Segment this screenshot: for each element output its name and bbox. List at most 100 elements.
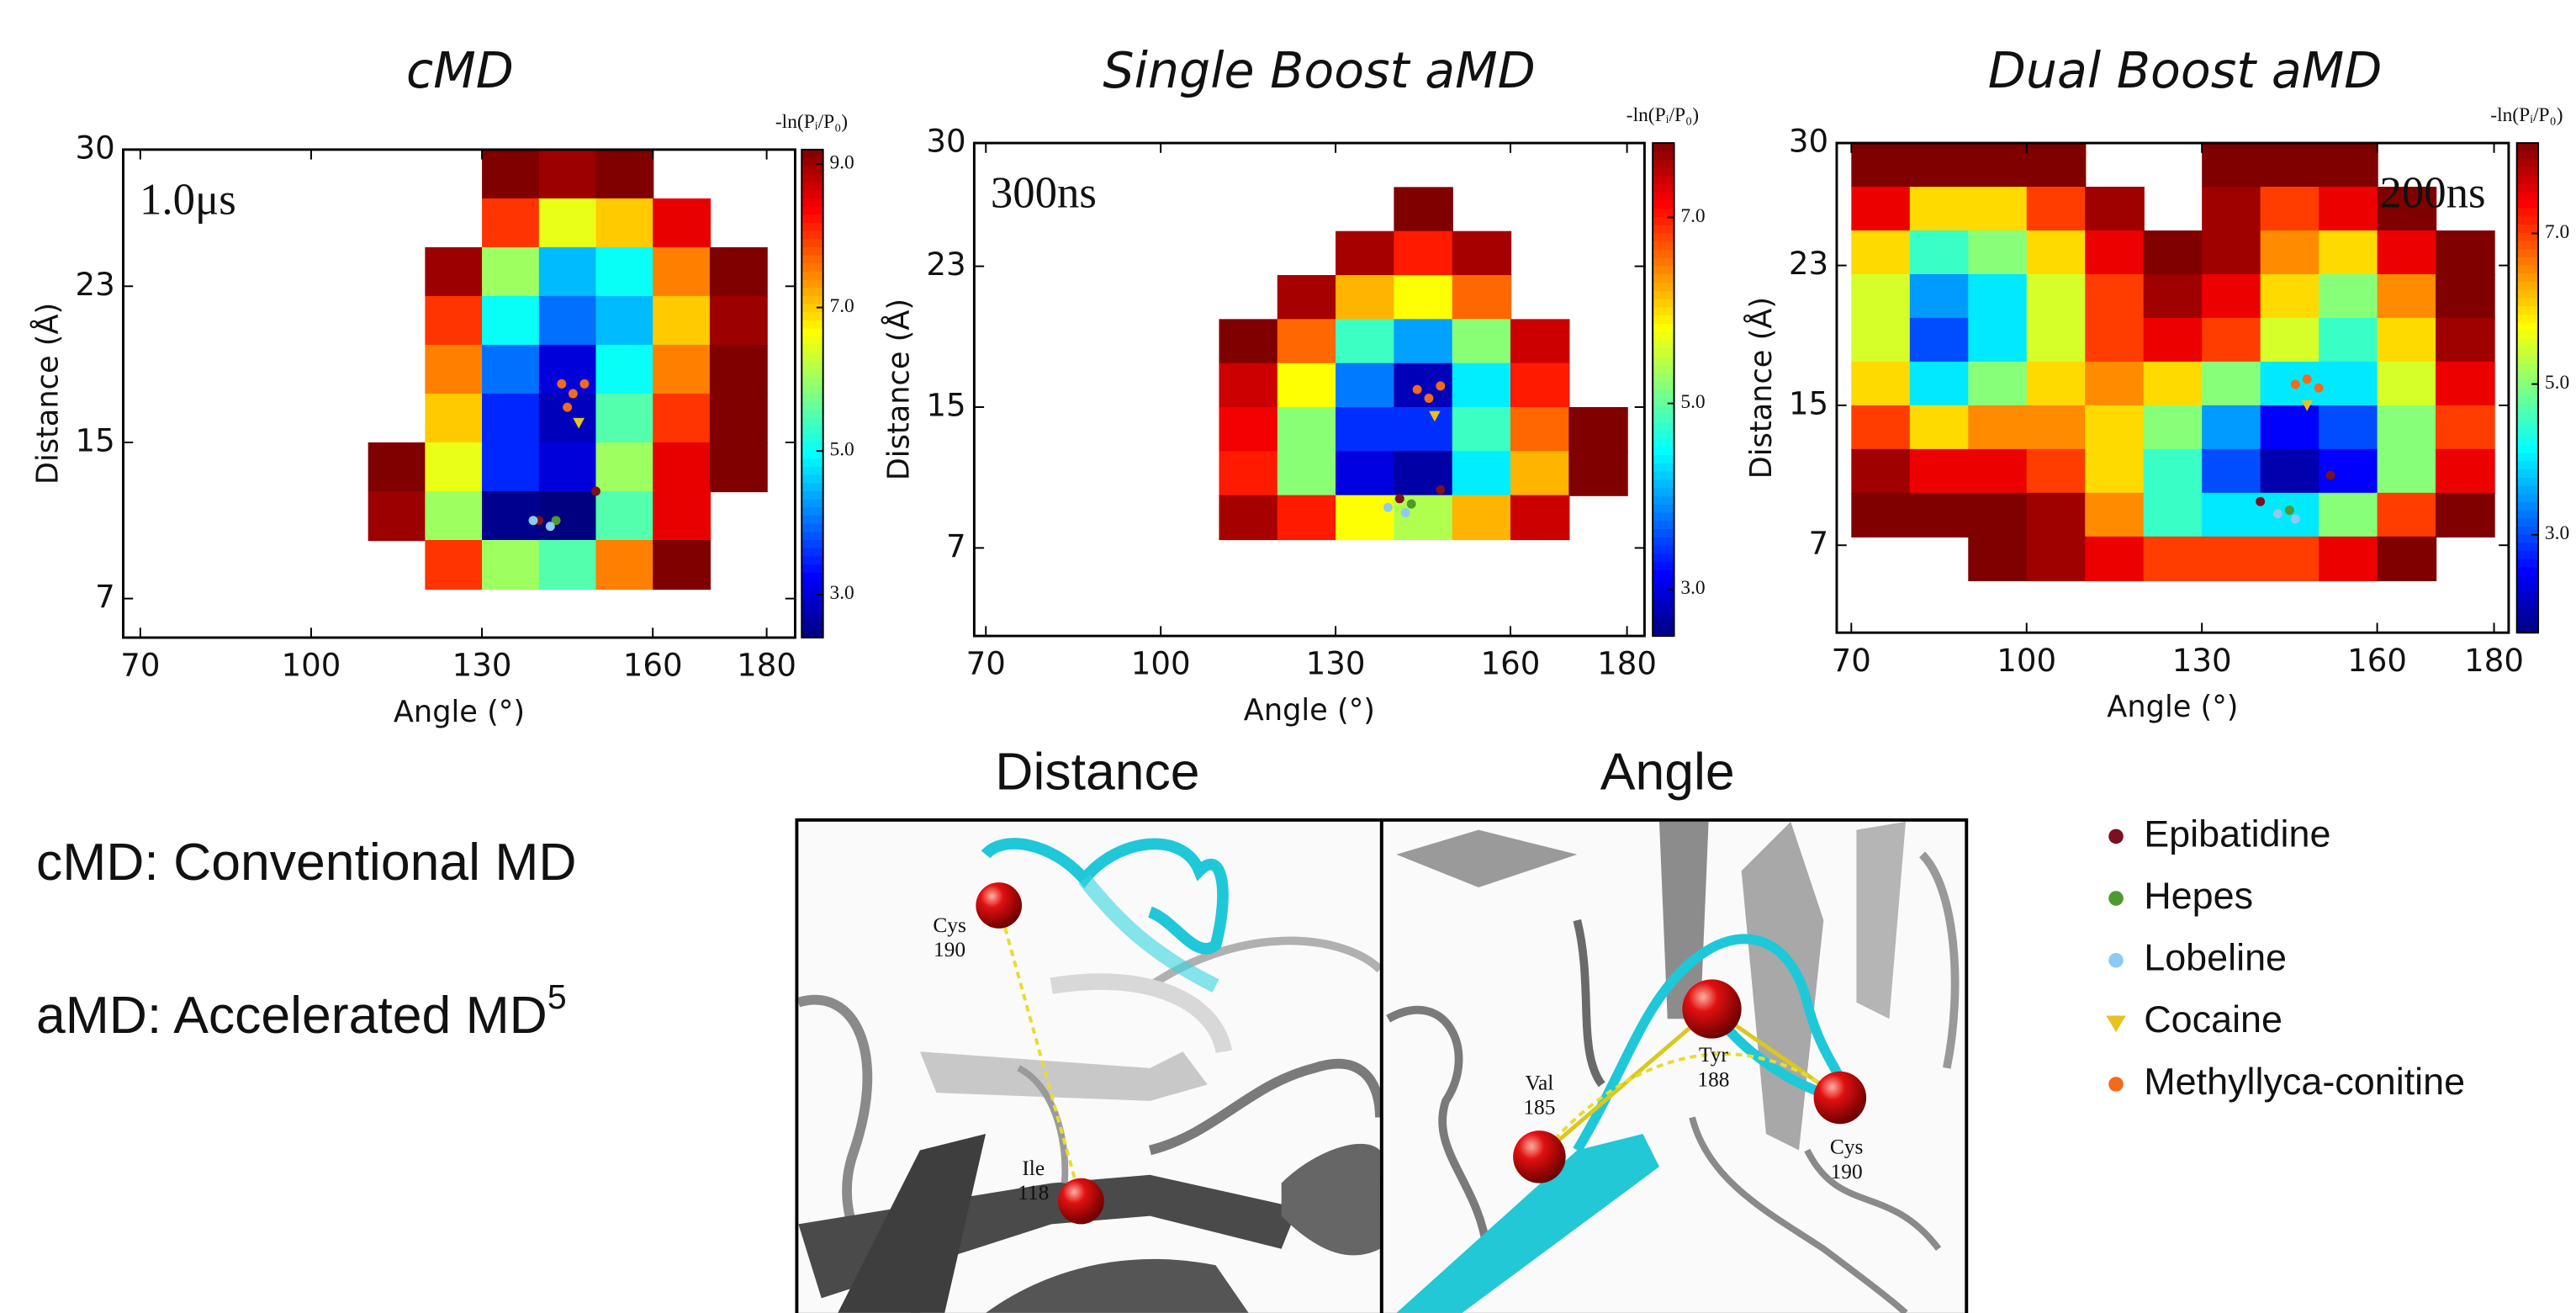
contour-cell [1851,273,1911,320]
colorbar-swatch [1653,356,1674,366]
contour-cell [1277,363,1337,409]
x-tick-label: 180 [1597,646,1657,682]
colorbar-swatch [801,417,823,427]
colorbar-swatch [801,499,823,509]
colorbar-swatch [2516,175,2539,185]
contour-cell [1909,143,1970,188]
colorbar-swatch [1653,257,1674,267]
contour-cell [538,295,597,347]
colorbar-swatch [1653,521,1674,531]
residue-line: 190 [1831,1160,1863,1183]
contour-cell [482,393,540,444]
contour-cell [2026,536,2087,581]
contour-cell [482,246,540,298]
contour-cell [1394,187,1453,232]
note-ref: 5 [547,977,567,1016]
contour-cell [2085,187,2145,232]
ligand-point [1383,502,1393,512]
colorbar-swatch [2516,591,2539,601]
legend-label: Lobeline [2144,936,2287,979]
colorbar-swatch [1653,143,1674,152]
contour-cell [2026,492,2087,538]
contour-cell [1851,230,1911,276]
legend-label: Methyllyca-conitine [2144,1060,2465,1103]
colorbar-swatch [1653,250,1674,259]
structure-image [798,821,1380,1313]
contour-cell [1851,405,1911,451]
contour-cell [2377,536,2437,581]
plot-area [368,149,768,590]
contour-cell [2377,187,2437,232]
colorbar-swatch [801,255,823,265]
colorbar-swatch [1653,562,1674,571]
ligand-point [1400,508,1410,518]
contour-cell [425,540,484,590]
contour-cell [1452,495,1512,541]
colorbar-swatch [1653,512,1674,522]
contour-cell [538,393,597,444]
colorbar-swatch [801,246,823,257]
contour-cell [1510,406,1570,453]
colorbar-swatch [801,572,823,582]
x-tick-label: 130 [452,648,512,684]
colorbar-swatch [1653,529,1674,538]
structure-image [1381,821,1967,1313]
contour-cell [653,490,711,542]
x-tick-label: 100 [1997,643,2056,679]
colorbar-swatch [2516,199,2539,209]
contour-cell [2202,405,2261,451]
colorbar-swatch [1653,569,1674,580]
contour-cell [2319,143,2378,188]
contour-cell [2377,448,2437,495]
colorbar-swatch [1653,447,1674,457]
legend-marker [2108,952,2124,968]
colorbar-swatch [1653,504,1674,514]
colorbar-swatch [801,239,823,248]
contour-cell [595,442,654,493]
contour-cell [2260,143,2320,188]
y-axis-label: Distance (Å) [29,303,66,484]
plot-frame [972,141,1646,638]
contour-cell [425,490,484,542]
ligand-point [2325,470,2335,480]
colorbar-swatch [2516,192,2539,201]
chart-title: Dual Boost aMD [1988,42,2383,99]
colorbar-swatch [801,312,823,321]
colorbar-swatch [1653,611,1674,621]
colorbar-swatch [2516,379,2539,389]
residue-label: Tyr 188 [1697,1043,1729,1091]
colorbar-swatch [1653,537,1674,547]
contour-cell [1510,319,1570,364]
contour-cell [595,540,654,590]
y-tick-label: 30 [926,124,965,160]
colorbar-swatch [1653,479,1674,490]
contour-cell [2026,361,2087,407]
x-tick-label: 70 [966,646,1006,682]
contour-cell [482,149,540,200]
contour-cell [482,540,540,590]
colorbar-swatch [2516,437,2539,447]
colorbar-swatch [801,393,823,403]
contour-cell [2143,448,2203,495]
contour-cell [2202,187,2261,232]
contour-cell [1851,317,1911,363]
contour-cell [1277,451,1337,496]
contour-cell [2143,273,2203,320]
colorbar-swatch [801,361,823,370]
contour-cell [1909,273,1970,320]
colorbar-label: -ln(Pᵢ/P₀) [2490,104,2563,126]
colorbar-tick-label: 3.0 [1680,577,1705,599]
plot-frame [122,148,796,639]
contour-cell [1336,319,1395,364]
colorbar-swatch [1653,545,1674,555]
contour-cell [368,490,426,542]
ligand-point [1436,484,1446,495]
colorbar-swatch [801,589,823,598]
colorbar-tick-label: 5.0 [829,439,854,461]
colorbar-swatch [2516,404,2539,414]
contour-cell [1394,275,1453,320]
contour-cell [538,246,597,298]
ligand-point [2290,379,2300,389]
colorbar-swatch [1653,167,1674,177]
contour-cell [2085,448,2145,495]
